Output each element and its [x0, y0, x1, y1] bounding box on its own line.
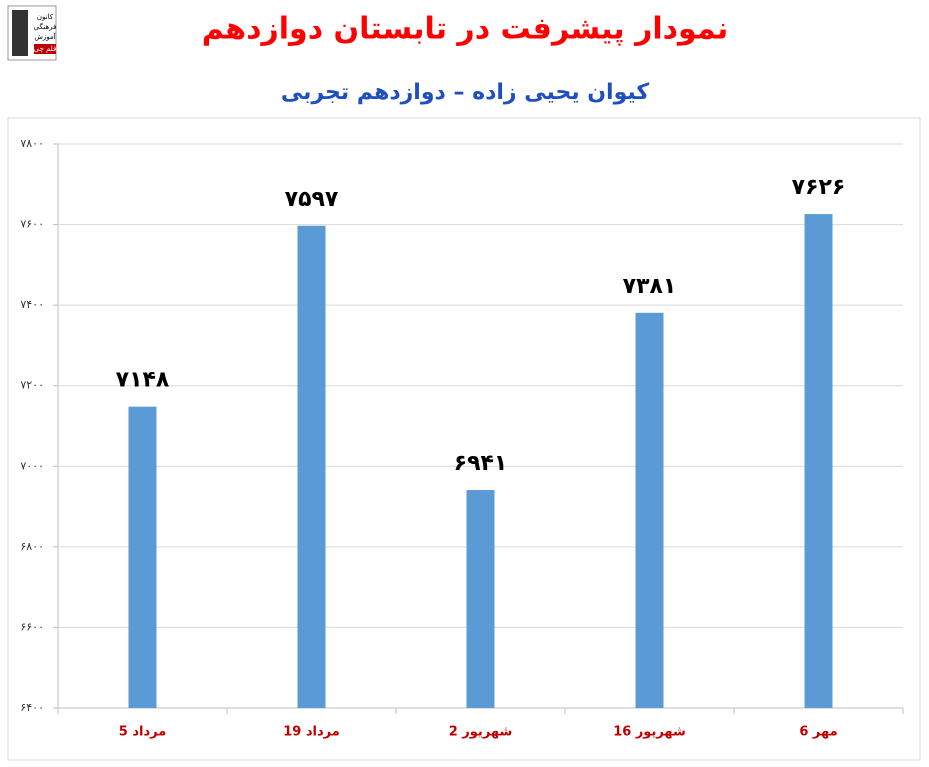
y-tick-label: ۷۰۰۰ [20, 459, 44, 472]
x-tick-label: 16 شهریور [613, 725, 686, 740]
value-label: ۷۱۴۸ [116, 368, 170, 393]
value-label: ۶۹۴۱ [454, 451, 508, 476]
logo: کانون فرهنگی آموزش قلم چی [7, 5, 57, 61]
logo-text: کانون [37, 13, 54, 21]
y-tick-label: ۶۴۰۰ [20, 701, 44, 714]
logo-badge [34, 44, 56, 54]
y-tick-label: ۶۸۰۰ [20, 540, 44, 553]
value-label: ۷۵۹۷ [285, 187, 339, 212]
y-tick-label: ۷۸۰۰ [20, 137, 44, 150]
bar [297, 225, 326, 708]
x-tick-label: 5 مرداد [119, 725, 167, 740]
bar [466, 490, 495, 708]
chart-subtitle: کیوان یحیی زاده – دوازدهم تجربی [281, 80, 650, 105]
value-label: ۷۳۸۱ [623, 274, 677, 299]
chart-title: نمودار پیشرفت در تابستان دوازدهم [202, 12, 728, 47]
x-tick-label: 19 مرداد [283, 725, 340, 740]
x-tick-label: 6 مهر [799, 725, 837, 740]
value-label: ۷۶۲۶ [792, 175, 846, 200]
bar [635, 312, 664, 708]
chart-frame [7, 117, 921, 761]
y-tick-label: ۷۲۰۰ [20, 379, 44, 392]
logo-figure [12, 10, 28, 56]
y-tick-label: ۷۶۰۰ [20, 218, 44, 231]
y-tick-label: ۷۴۰۰ [20, 298, 44, 311]
bar [804, 214, 833, 708]
logo-text: آموزش [34, 32, 56, 41]
logo-text: قلم چی [34, 45, 57, 53]
logo-text: فرهنگی [34, 22, 57, 31]
bar [128, 406, 157, 708]
y-tick-label: ۶۶۰۰ [20, 620, 44, 633]
x-tick-label: 2 شهریور [449, 725, 513, 740]
